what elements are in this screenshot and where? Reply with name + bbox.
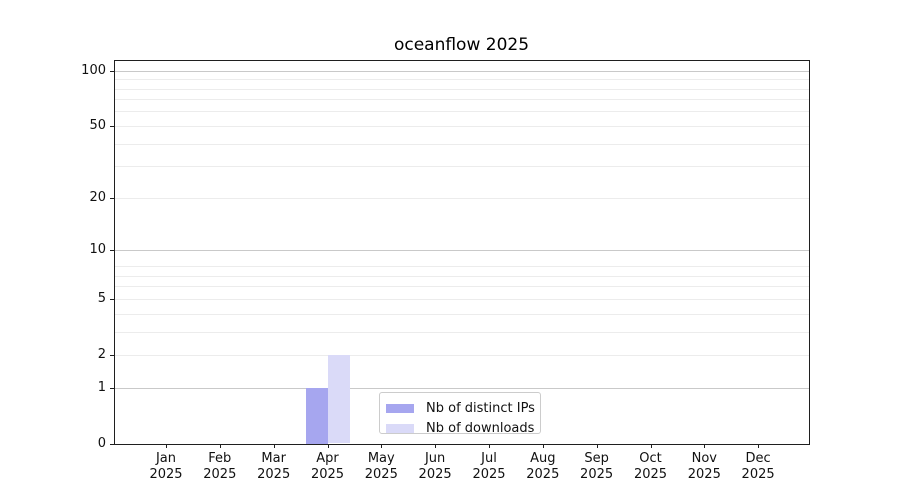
legend-label-distinct-ips: Nb of distinct IPs <box>426 400 535 416</box>
x-tick-year: 2025 <box>203 467 237 482</box>
y-tick-mark <box>109 298 114 300</box>
x-tick-mark <box>489 443 490 448</box>
x-tick-label: Apr 2025 <box>298 451 358 484</box>
gridline-minor <box>114 275 809 277</box>
x-tick-month: Apr <box>316 450 339 466</box>
x-tick-label: May 2025 <box>351 451 411 484</box>
x-tick-year: 2025 <box>741 467 775 482</box>
y-tick-label: 50 <box>89 117 106 133</box>
y-tick-mark <box>109 387 114 389</box>
x-tick-year: 2025 <box>687 467 721 482</box>
x-tick-year: 2025 <box>364 467 398 482</box>
gridline-minor <box>114 88 809 90</box>
y-tick-label: 10 <box>89 241 106 257</box>
gridline-minor <box>114 197 809 199</box>
legend-item-distinct-ips: Nb of distinct IPs <box>386 398 535 418</box>
x-tick-year: 2025 <box>418 467 452 482</box>
gridline-minor <box>114 286 809 288</box>
plot-area: Jan 2025 Feb 2025 Mar 2025 Apr 2025 May 2025 Jun 20… <box>109 59 810 482</box>
gridline-minor <box>114 166 809 168</box>
gridline-minor <box>114 354 809 356</box>
x-tick-year: 2025 <box>633 467 668 482</box>
gridline-minor <box>114 266 809 267</box>
x-tick-month: Aug <box>530 450 556 466</box>
x-tick-month: Dec <box>745 450 771 466</box>
x-tick-label: Jan 2025 <box>136 451 196 484</box>
x-tick-year: 2025 <box>580 467 614 482</box>
x-tick-year: 2025 <box>472 467 506 482</box>
legend-label-downloads: Nb of downloads <box>426 420 535 436</box>
x-tick-mark <box>219 443 221 448</box>
y-tick-label: 1 <box>97 379 106 395</box>
legend-swatch-distinct-ips <box>386 403 414 413</box>
gridline-minor <box>114 99 809 101</box>
gridline-major <box>114 249 809 251</box>
bar-distinct-ips <box>305 387 328 444</box>
x-tick-mark <box>650 443 652 448</box>
x-tick-label: Feb 2025 <box>190 451 250 484</box>
y-tick-label: 5 <box>97 290 106 306</box>
gridline-minor <box>114 313 809 315</box>
gridline-minor <box>114 298 809 300</box>
gridline-minor <box>114 331 809 333</box>
gridline-major <box>114 387 809 389</box>
gridline-minor <box>114 125 809 127</box>
y-tick-label: 2 <box>97 346 106 362</box>
x-tick-mark <box>704 443 706 448</box>
legend: Nb of distinct IPs Nb of downloads <box>379 392 541 436</box>
y-tick-label: 0 <box>97 435 106 451</box>
y-tick-mark <box>109 197 114 199</box>
x-tick-label: Dec 2025 <box>728 451 788 484</box>
x-tick-month: Jan <box>155 450 177 466</box>
x-tick-label: Oct 2025 <box>621 451 681 484</box>
y-tick-mark <box>109 125 114 127</box>
x-tick-month: Jun <box>424 450 446 466</box>
x-tick-mark <box>596 443 598 448</box>
x-tick-label: Aug 2025 <box>513 451 573 484</box>
x-tick-year: 2025 <box>526 467 560 482</box>
x-tick-mark <box>542 443 544 448</box>
x-tick-mark <box>758 443 760 448</box>
x-tick-month: Mar <box>261 450 286 466</box>
legend-swatch-downloads <box>386 423 414 433</box>
y-tick-label: 20 <box>89 189 106 205</box>
x-tick-mark <box>166 443 167 448</box>
x-tick-year: 2025 <box>310 467 345 482</box>
gridline-minor <box>114 143 809 145</box>
x-tick-month: Feb <box>208 450 232 466</box>
x-tick-year: 2025 <box>149 467 183 482</box>
y-tick-mark <box>109 70 114 72</box>
x-tick-month: Oct <box>639 450 662 466</box>
gridline-minor <box>114 79 809 81</box>
x-tick-month: Sep <box>584 450 609 466</box>
x-tick-mark <box>273 443 275 448</box>
legend-item-downloads: Nb of downloads <box>386 418 535 438</box>
x-tick-month: Jul <box>481 450 497 466</box>
x-tick-label: Sep 2025 <box>567 451 627 484</box>
chart-title: oceanflow 2025 <box>393 35 530 55</box>
gridline-minor <box>114 111 809 113</box>
x-tick-month: May <box>367 450 395 466</box>
bar-downloads <box>327 354 350 444</box>
y-tick-mark <box>109 354 114 356</box>
x-tick-month: Nov <box>691 450 717 466</box>
x-tick-label: Mar 2025 <box>244 451 304 484</box>
y-tick-mark <box>109 443 114 445</box>
gridline-major <box>114 70 809 72</box>
x-tick-label: Jul 2025 <box>459 451 519 484</box>
y-tick-label: 100 <box>81 62 106 78</box>
x-tick-mark <box>327 443 329 448</box>
x-tick-mark <box>435 443 437 448</box>
y-tick-mark <box>109 249 114 251</box>
x-tick-year: 2025 <box>257 467 291 482</box>
x-tick-mark <box>381 443 383 448</box>
x-tick-label: Jun 2025 <box>405 451 465 484</box>
x-tick-label: Nov 2025 <box>674 451 734 484</box>
